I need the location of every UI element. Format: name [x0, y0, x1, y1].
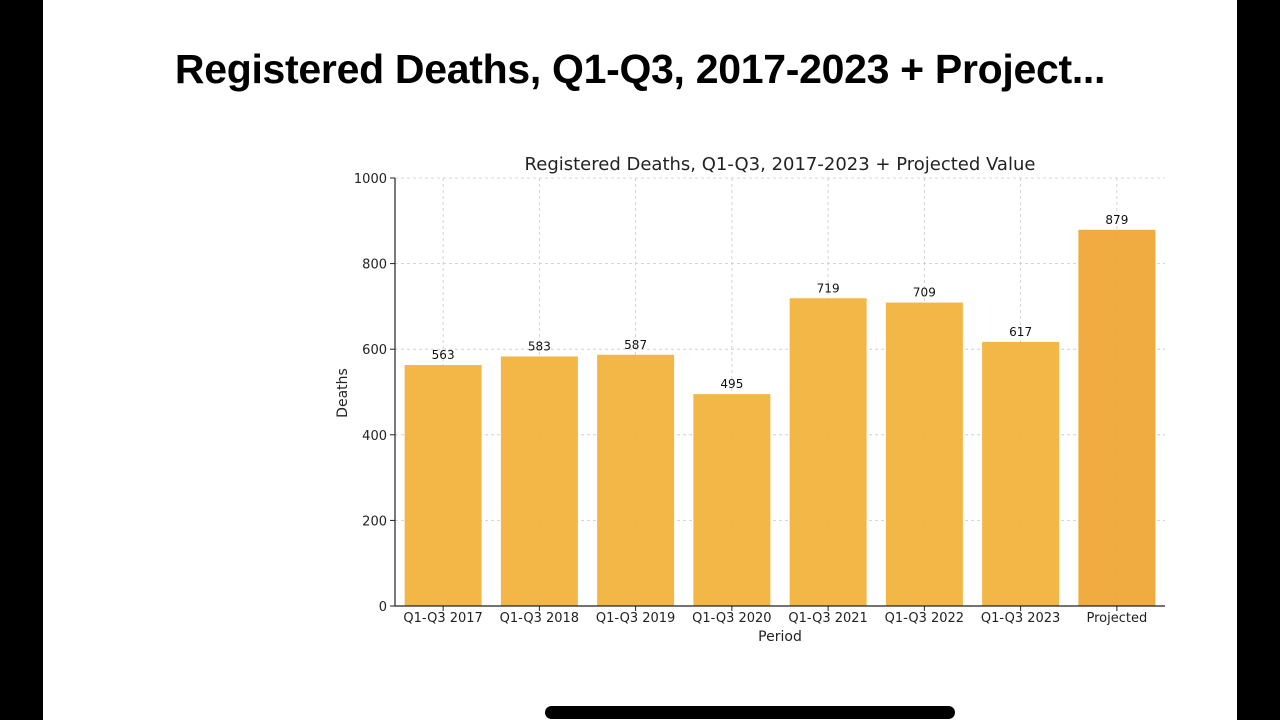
- bar-chart: Registered Deaths, Q1-Q3, 2017-2023 + Pr…: [335, 154, 1165, 645]
- home-indicator: [545, 706, 955, 719]
- y-tick-label: 600: [362, 343, 387, 358]
- bars: 563 583 587 495 719 709 617 879: [404, 213, 1156, 606]
- bar-data-label: 709: [913, 286, 936, 300]
- bar-data-label: 587: [624, 338, 647, 352]
- bar: [693, 394, 771, 606]
- bar: [1078, 229, 1156, 606]
- slide-page: Registered Deaths, Q1-Q3, 2017-2023 + Pr…: [43, 0, 1237, 720]
- x-tick-label: Q1-Q3 2022: [885, 611, 964, 626]
- x-tick-label: Q1-Q3 2021: [788, 611, 867, 626]
- bar: [885, 302, 963, 606]
- x-tick-label: Projected: [1087, 611, 1148, 626]
- x-tick-label: Q1-Q3 2020: [692, 611, 771, 626]
- x-tick-label: Q1-Q3 2023: [981, 611, 1060, 626]
- x-tick-label: Q1-Q3 2019: [596, 611, 675, 626]
- y-axis-label: Deaths: [335, 368, 351, 418]
- page-title: Registered Deaths, Q1-Q3, 2017-2023 + Pr…: [174, 46, 1106, 92]
- bar-data-label: 495: [720, 377, 743, 391]
- y-tick-label: 1000: [354, 172, 387, 187]
- bar: [789, 298, 867, 606]
- bar: [597, 354, 675, 606]
- bar-data-label: 719: [817, 281, 840, 295]
- bar: [500, 356, 578, 606]
- bar: [404, 365, 482, 606]
- x-tick-label: Q1-Q3 2018: [500, 611, 579, 626]
- x-tick-label: Q1-Q3 2017: [403, 611, 482, 626]
- y-tick-label: 200: [362, 514, 387, 529]
- bar-data-label: 583: [528, 339, 551, 353]
- bar-data-label: 617: [1009, 325, 1032, 339]
- bar: [982, 341, 1060, 606]
- bar-data-label: 563: [432, 348, 455, 362]
- y-tick-label: 0: [379, 600, 387, 615]
- y-tick-label: 400: [362, 429, 387, 444]
- chart-title: Registered Deaths, Q1-Q3, 2017-2023 + Pr…: [525, 154, 1036, 175]
- x-axis-label: Period: [758, 629, 802, 645]
- y-tick-label: 800: [362, 258, 387, 273]
- axes: 0 200 400 600 800 1000 Q1-Q3 2017 Q1-Q3 2018 Q1-…: [354, 172, 1165, 626]
- bar-data-label: 879: [1105, 213, 1128, 227]
